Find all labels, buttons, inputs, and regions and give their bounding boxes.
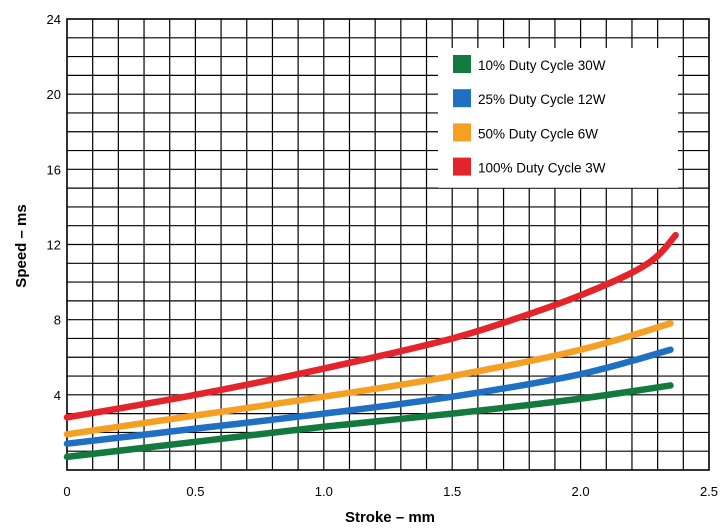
- series-line-1: [63, 382, 674, 461]
- legend: 10% Duty Cycle 30W 25% Duty Cycle 12W 50% …: [438, 48, 678, 188]
- x-tick-label: 0.5: [186, 484, 204, 499]
- plot-frame: [66, 18, 710, 471]
- legend-label-3: 50% Duty Cycle 6W: [478, 126, 598, 141]
- x-tick-label: 0: [63, 484, 70, 499]
- legend-label-1: 10% Duty Cycle 30W: [478, 58, 606, 73]
- legend-swatch-4: [453, 157, 471, 176]
- y-tick-label: 20: [47, 87, 61, 102]
- y-tick-label: 8: [54, 313, 61, 328]
- y-tick-label: 24: [47, 12, 61, 27]
- legend-box: [438, 48, 678, 188]
- x-tick-label: 1.0: [315, 484, 333, 499]
- grid: [67, 19, 709, 470]
- plot-border: [66, 18, 710, 471]
- x-tick-label: 2.5: [700, 484, 718, 499]
- x-tick-label: 2.0: [572, 484, 590, 499]
- series-line-3: [63, 320, 674, 438]
- legend-label-2: 25% Duty Cycle 12W: [478, 92, 606, 107]
- legend-swatch-2: [453, 89, 471, 108]
- x-axis-ticks: 0 0.5 1.0 1.5 2.0 2.5: [63, 484, 718, 499]
- x-tick-label: 1.5: [443, 484, 461, 499]
- y-tick-label: 4: [54, 388, 61, 403]
- y-tick-label: 12: [47, 238, 61, 253]
- legend-swatch-3: [453, 123, 471, 142]
- series-lines: [63, 231, 679, 461]
- legend-swatch-1: [453, 55, 471, 73]
- series-line-4: [63, 231, 679, 421]
- y-axis-ticks: 4 8 12 16 20 24: [47, 12, 61, 403]
- x-axis-label: Stroke – mm: [345, 509, 435, 526]
- series-line-2: [63, 346, 674, 447]
- y-axis-label: Speed – ms: [13, 204, 30, 287]
- y-tick-label: 16: [47, 162, 61, 177]
- legend-label-4: 100% Duty Cycle 3W: [478, 161, 606, 176]
